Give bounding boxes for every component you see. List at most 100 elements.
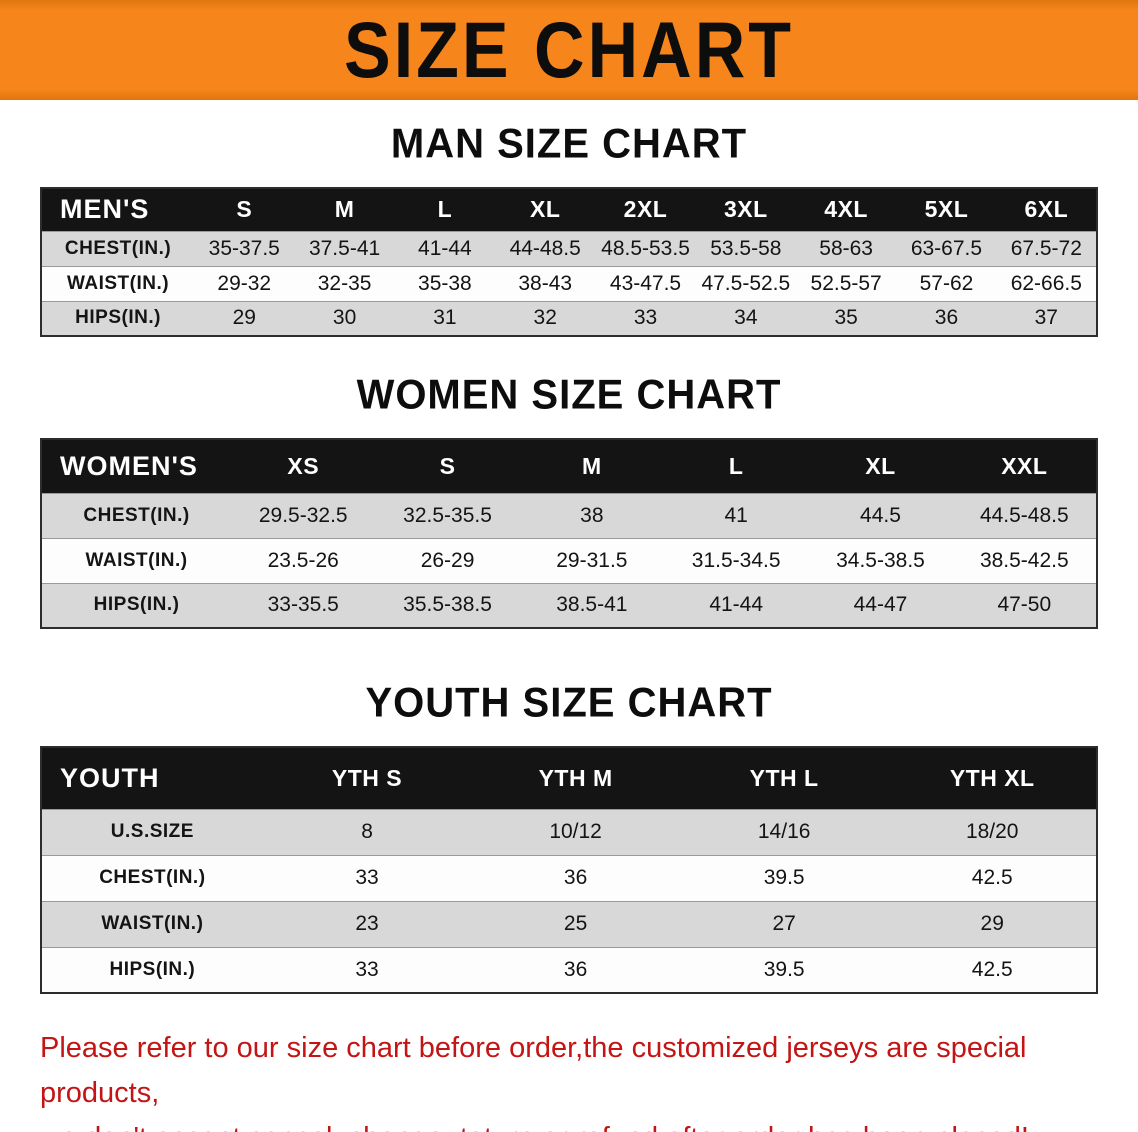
size-value-cell: 35-38: [394, 265, 496, 301]
size-value-cell: 32: [495, 300, 596, 336]
size-value-cell: 10/12: [471, 808, 680, 855]
size-value-cell: 44-48.5: [495, 230, 596, 266]
women-size-table: WOMEN'S XS S M L XL XXL CHEST(IN.) 29.5-32.5 32.5…: [40, 438, 1098, 629]
size-header-cell: YTH S: [262, 747, 472, 809]
size-value-cell: 25: [471, 900, 680, 947]
size-value-cell: 26-29: [375, 537, 520, 583]
table-row: U.S.SIZE 8 10/12 14/16 18/20: [41, 808, 1097, 855]
size-value-cell: 39.5: [679, 854, 889, 901]
size-header-cell: YTH M: [471, 747, 680, 809]
size-value-cell: 39.5: [679, 946, 889, 993]
row-label: CHEST(IN.): [41, 854, 263, 901]
size-value-cell: 32-35: [294, 265, 395, 301]
size-value-cell: 37.5-41: [294, 230, 395, 266]
size-value-cell: 32.5-35.5: [375, 492, 520, 538]
size-header-cell: YTH XL: [888, 747, 1097, 809]
size-value-cell: 29-31.5: [519, 537, 665, 583]
banner: SIZE CHART: [0, 0, 1138, 100]
size-sections: MAN SIZE CHART MEN'S S M L XL 2XL 3XL 4XL 5XL 6XL C…: [0, 120, 1138, 994]
size-header-cell: S: [375, 439, 520, 493]
size-value-cell: 47.5-52.5: [695, 265, 796, 301]
row-label: HIPS(IN.): [41, 946, 263, 993]
size-value-cell: 42.5: [888, 854, 1097, 901]
table-header-row: MEN'S S M L XL 2XL 3XL 4XL 5XL 6XL: [41, 188, 1097, 231]
size-value-cell: 47-50: [952, 582, 1097, 628]
size-value-cell: 48.5-53.5: [595, 230, 696, 266]
size-value-cell: 33: [262, 854, 472, 901]
size-value-cell: 62-66.5: [996, 265, 1097, 301]
disclaimer-line-1: Please refer to our size chart before or…: [40, 1032, 1027, 1109]
row-label: CHEST(IN.): [41, 492, 232, 538]
size-value-cell: 42.5: [888, 946, 1097, 993]
size-value-cell: 31.5-34.5: [664, 537, 809, 583]
size-value-cell: 33-35.5: [231, 582, 376, 628]
size-value-cell: 14/16: [679, 808, 889, 855]
size-value-cell: 33: [595, 300, 696, 336]
size-header-cell: M: [294, 188, 395, 231]
table-row: WAIST(IN.) 29-32 32-35 35-38 38-43 43-47.5 47.…: [41, 265, 1097, 301]
table-header-row: WOMEN'S XS S M L XL XXL: [41, 439, 1097, 493]
size-header-cell: XL: [495, 188, 596, 231]
size-value-cell: 44.5-48.5: [952, 492, 1097, 538]
row-label: WAIST(IN.): [41, 537, 232, 583]
size-value-cell: 36: [471, 946, 680, 993]
size-value-cell: 44.5: [808, 492, 953, 538]
row-label: HIPS(IN.): [41, 582, 232, 628]
table-title-cell: WOMEN'S: [41, 439, 232, 493]
table-row: CHEST(IN.) 29.5-32.5 32.5-35.5 38 41 44.5 44.5…: [41, 492, 1097, 538]
women-section-heading: WOMEN SIZE CHART: [356, 371, 782, 419]
size-value-cell: 35: [795, 300, 897, 336]
row-label: U.S.SIZE: [41, 808, 263, 855]
size-value-cell: 34.5-38.5: [808, 537, 953, 583]
size-header-cell: 5XL: [896, 188, 997, 231]
size-header-cell: M: [519, 439, 665, 493]
size-value-cell: 18/20: [888, 808, 1097, 855]
size-value-cell: 58-63: [795, 230, 897, 266]
size-header-cell: 3XL: [695, 188, 796, 231]
size-value-cell: 67.5-72: [996, 230, 1097, 266]
size-header-cell: XL: [808, 439, 953, 493]
size-value-cell: 52.5-57: [795, 265, 897, 301]
size-value-cell: 27: [679, 900, 889, 947]
men-section-heading: MAN SIZE CHART: [390, 120, 748, 168]
size-value-cell: 29.5-32.5: [231, 492, 376, 538]
size-value-cell: 53.5-58: [695, 230, 796, 266]
row-label: HIPS(IN.): [41, 300, 195, 336]
women-size-section: WOMEN SIZE CHART WOMEN'S XS S M L XL XXL CHEST(I…: [0, 371, 1138, 629]
table-row: WAIST(IN.) 23 25 27 29: [41, 900, 1097, 947]
size-value-cell: 43-47.5: [595, 265, 696, 301]
size-header-cell: 2XL: [595, 188, 696, 231]
size-value-cell: 57-62: [896, 265, 997, 301]
row-label: CHEST(IN.): [41, 230, 195, 266]
size-value-cell: 31: [394, 300, 496, 336]
row-label: WAIST(IN.): [41, 900, 263, 947]
size-header-cell: XS: [231, 439, 376, 493]
size-value-cell: 36: [471, 854, 680, 901]
size-header-cell: XXL: [952, 439, 1097, 493]
table-row: HIPS(IN.) 33 36 39.5 42.5: [41, 946, 1097, 993]
men-size-table: MEN'S S M L XL 2XL 3XL 4XL 5XL 6XL CHEST(IN.) 35-37…: [40, 187, 1098, 337]
youth-size-section: YOUTH SIZE CHART YOUTH YTH S YTH M YTH L YTH …: [0, 679, 1138, 994]
size-value-cell: 38-43: [495, 265, 596, 301]
size-value-cell: 35.5-38.5: [375, 582, 520, 628]
size-header-cell: 6XL: [996, 188, 1097, 231]
disclaimer-line-2: we don't accept cancel, change, teturn o…: [40, 1116, 1100, 1132]
size-value-cell: 37: [996, 300, 1097, 336]
size-value-cell: 38.5-41: [519, 582, 665, 628]
table-row: WAIST(IN.) 23.5-26 26-29 29-31.5 31.5-34.5 34…: [41, 537, 1097, 583]
size-value-cell: 41-44: [664, 582, 809, 628]
size-value-cell: 23: [262, 900, 472, 947]
men-size-section: MAN SIZE CHART MEN'S S M L XL 2XL 3XL 4XL 5XL 6XL C…: [0, 120, 1138, 337]
table-row: HIPS(IN.) 33-35.5 35.5-38.5 38.5-41 41-44 44-…: [41, 582, 1097, 628]
youth-section-heading: YOUTH SIZE CHART: [365, 679, 773, 727]
table-row: CHEST(IN.) 35-37.5 37.5-41 41-44 44-48.5 48.5…: [41, 230, 1097, 266]
size-value-cell: 23.5-26: [231, 537, 376, 583]
size-value-cell: 34: [695, 300, 796, 336]
table-row: CHEST(IN.) 33 36 39.5 42.5: [41, 854, 1097, 901]
size-header-cell: L: [394, 188, 496, 231]
size-value-cell: 44-47: [808, 582, 953, 628]
page-title: SIZE CHART: [344, 6, 794, 94]
size-value-cell: 38: [519, 492, 665, 538]
size-value-cell: 35-37.5: [194, 230, 295, 266]
